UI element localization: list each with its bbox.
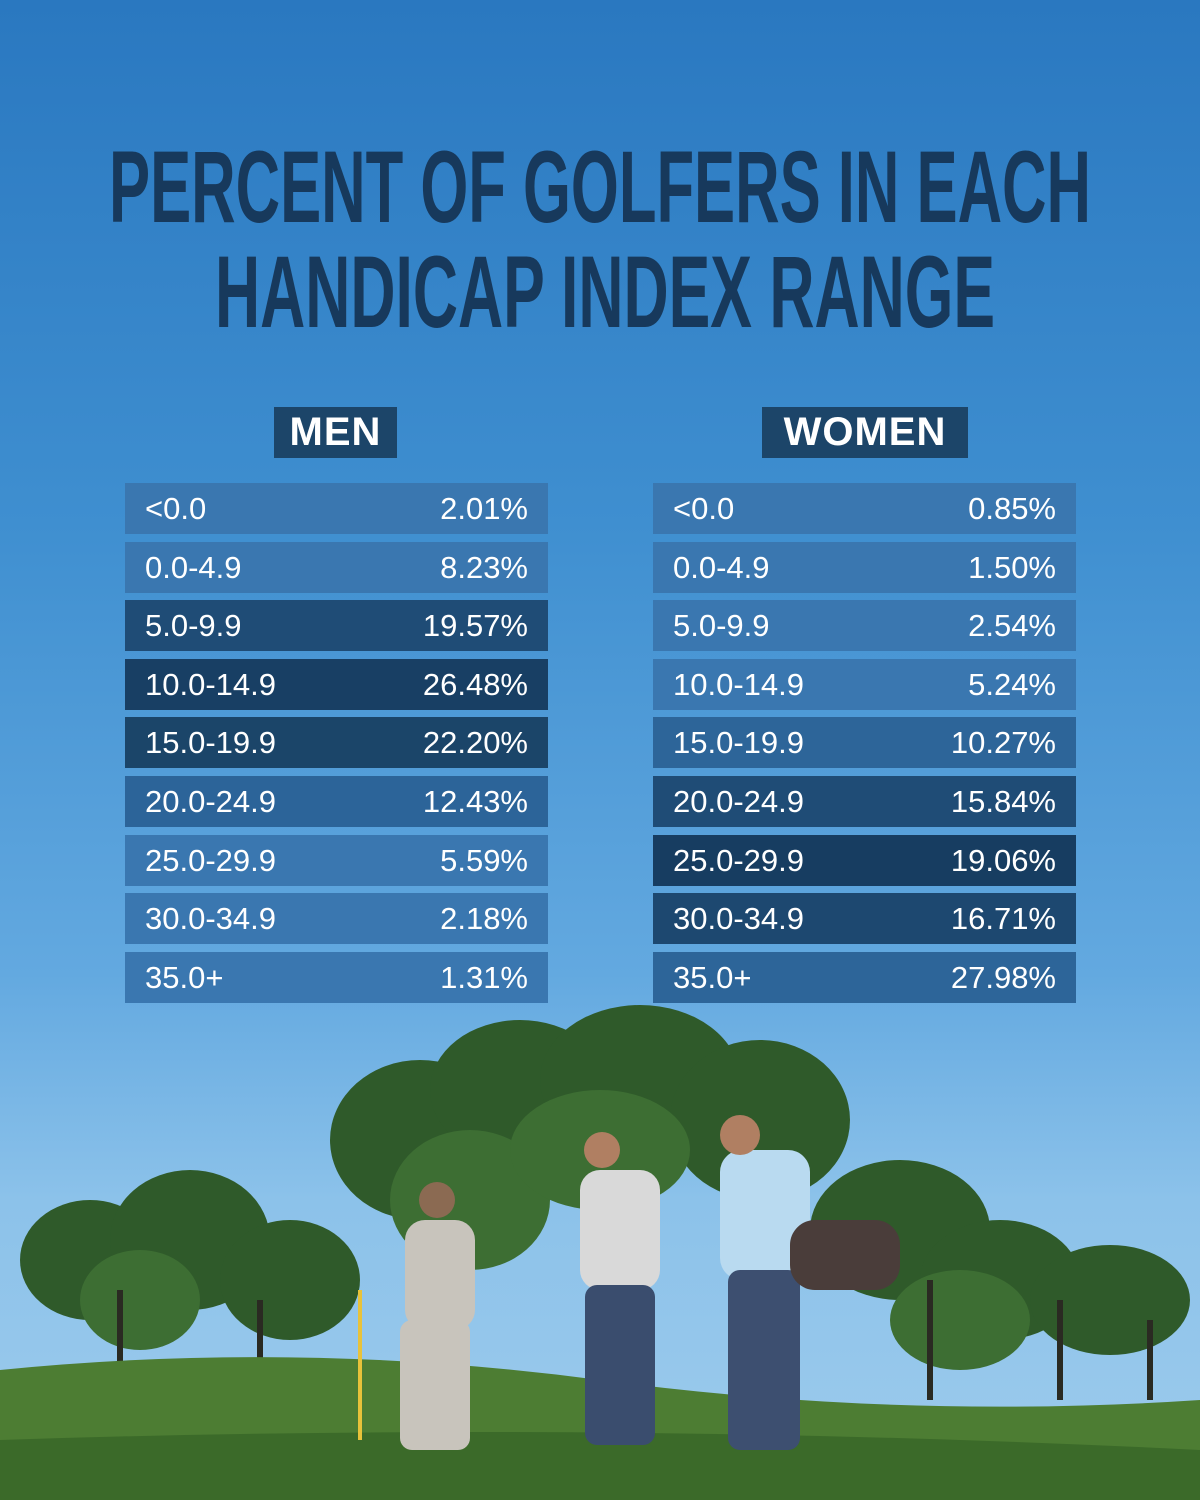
- range-label: 5.0-9.9: [673, 608, 770, 644]
- range-label: 35.0+: [673, 959, 752, 995]
- women-heading: WOMEN: [762, 407, 968, 458]
- range-label: 10.0-14.9: [145, 666, 276, 702]
- percent-value: 2.18%: [440, 901, 528, 937]
- range-label: 10.0-14.9: [673, 666, 804, 702]
- range-label: 15.0-19.9: [145, 725, 276, 761]
- table-row: 35.0+ 27.98%: [653, 951, 1076, 1003]
- percent-value: 0.85%: [968, 491, 1056, 526]
- title-line: HANDICAP INDEX RANGE: [215, 235, 995, 349]
- range-label: 30.0-34.9: [673, 901, 804, 937]
- percent-value: 27.98%: [950, 959, 1056, 995]
- table-row: 35.0+ 1.31%: [125, 951, 548, 1003]
- percent-value: 2.54%: [968, 608, 1056, 644]
- table-row: <0.0 0.85%: [653, 483, 1076, 534]
- percent-value: 2.01%: [440, 491, 528, 526]
- range-label: <0.0: [145, 491, 207, 526]
- table-row: 5.0-9.9 2.54%: [653, 600, 1076, 652]
- table-row: 25.0-29.9 19.06%: [653, 834, 1076, 886]
- title: PERCENT OF GOLFERS IN EACH HANDICAP INDE…: [109, 130, 1091, 349]
- men-heading: MEN: [274, 407, 397, 458]
- range-label: <0.0: [673, 491, 735, 526]
- table-row: 15.0-19.9 22.20%: [125, 717, 548, 769]
- range-label: 5.0-9.9: [145, 608, 242, 644]
- percent-value: 10.27%: [950, 725, 1056, 761]
- table-row: 30.0-34.9 2.18%: [125, 893, 548, 945]
- percent-value: 15.84%: [950, 784, 1056, 819]
- table-row: 0.0-4.9 1.50%: [653, 541, 1076, 593]
- range-label: 35.0+: [145, 959, 224, 995]
- table-row: 5.0-9.9 19.57%: [125, 600, 548, 652]
- title-line: PERCENT OF GOLFERS IN EACH: [109, 130, 1091, 244]
- percent-value: 16.71%: [950, 901, 1056, 937]
- percent-value: 19.57%: [422, 608, 528, 644]
- range-label: 30.0-34.9: [145, 901, 276, 937]
- percent-value: 1.31%: [440, 959, 528, 995]
- range-label: 25.0-29.9: [673, 842, 804, 878]
- table-row: 20.0-24.9 12.43%: [125, 776, 548, 827]
- table-row: 25.0-29.9 5.59%: [125, 834, 548, 886]
- table-row: 10.0-14.9 26.48%: [125, 658, 548, 710]
- percent-value: 5.59%: [440, 842, 528, 878]
- percent-value: 12.43%: [422, 784, 528, 819]
- range-label: 0.0-4.9: [673, 549, 770, 585]
- percent-value: 26.48%: [422, 666, 528, 702]
- table-row: 10.0-14.9 5.24%: [653, 658, 1076, 710]
- percent-value: 8.23%: [440, 549, 528, 585]
- table-row: 30.0-34.9 16.71%: [653, 893, 1076, 945]
- table-row: <0.0 2.01%: [125, 483, 548, 534]
- range-label: 0.0-4.9: [145, 549, 242, 585]
- table-row: 20.0-24.9 15.84%: [653, 776, 1076, 827]
- percent-value: 5.24%: [968, 666, 1056, 702]
- range-label: 15.0-19.9: [673, 725, 804, 761]
- percent-value: 19.06%: [950, 842, 1056, 878]
- percent-value: 22.20%: [422, 725, 528, 761]
- table-row: 15.0-19.9 10.27%: [653, 717, 1076, 769]
- percent-value: 1.50%: [968, 549, 1056, 585]
- range-label: 25.0-29.9: [145, 842, 276, 878]
- range-label: 20.0-24.9: [145, 784, 276, 819]
- table-row: 0.0-4.9 8.23%: [125, 541, 548, 593]
- range-label: 20.0-24.9: [673, 784, 804, 819]
